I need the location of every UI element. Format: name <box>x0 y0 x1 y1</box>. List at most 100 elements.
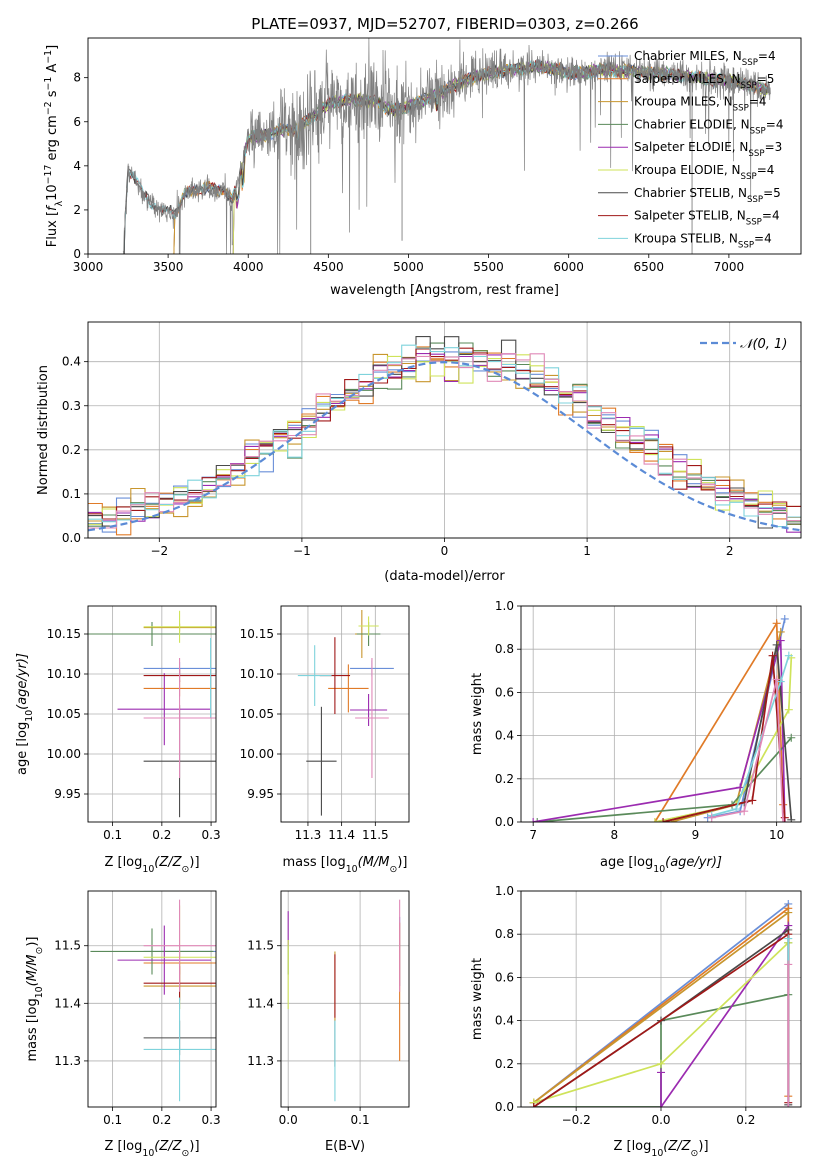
panel-x-label: mass [log10(M/M⊙)] <box>283 855 408 875</box>
y-tick-label: 0.4 <box>495 729 514 743</box>
y-tick-label: 1.0 <box>495 884 514 898</box>
residual-x-label: (data-model)/error <box>384 569 505 584</box>
y-tick-label: 6 <box>73 115 81 129</box>
panel-x-label: Z [log10(Z/Z⊙)] <box>104 1139 199 1159</box>
y-tick-label: 0.6 <box>495 970 514 984</box>
y-tick-label: 11.3 <box>247 1054 274 1068</box>
mass-weight-marker <box>529 818 538 822</box>
mass-weight-marker <box>768 651 777 660</box>
weight-vs-age-panel: 7 8 9 10 0.0 0.2 0.4 0.6 0.8 1.0 age [log10(age/yr… <box>470 599 802 875</box>
y-tick-label: 10.10 <box>47 667 81 681</box>
residual-histogram-step <box>88 354 801 525</box>
legend-entry-label: Salpeter MILES, NSSP=5 <box>634 72 774 91</box>
x-tick-label: 0.2 <box>152 1113 171 1127</box>
mass-weight-marker <box>740 807 749 816</box>
spectrum-x-label: wavelength [Angstrom, rest frame] <box>330 283 559 298</box>
x-tick-label: −1 <box>293 544 311 558</box>
legend-entry-label: Kroupa ELODIE, NSSP=4 <box>634 163 774 182</box>
mass-weight-marker <box>776 677 785 686</box>
legend-entry-label: Chabrier ELODIE, NSSP=4 <box>634 117 783 136</box>
mass-weight-line <box>533 911 789 1104</box>
plot-area <box>297 610 394 816</box>
panel-y-label: mass weight <box>470 958 485 1040</box>
mass-weight-marker <box>784 934 793 943</box>
mass-weight-marker <box>659 818 668 822</box>
y-tick-label: 0.6 <box>495 685 514 699</box>
y-tick-label: 11.4 <box>54 996 81 1010</box>
axes-frame <box>87 890 217 1108</box>
residual-histogram-step <box>88 344 801 528</box>
mass-weight-marker <box>779 818 788 822</box>
x-tick-label: 11.4 <box>328 828 355 842</box>
y-tick-label: 0.0 <box>495 815 514 829</box>
legend-entry-label: Salpeter ELODIE, NSSP=3 <box>634 140 782 159</box>
mass-weight-marker <box>650 818 659 822</box>
x-tick-label: 0.2 <box>152 828 171 842</box>
mass-vs-ebv-panel: 0.0 0.1 11.3 11.4 11.5 E(B-V) <box>247 890 410 1154</box>
y-tick-label: 0.3 <box>62 399 81 413</box>
legend-entry-label: Kroupa MILES, NSSP=4 <box>634 95 767 114</box>
age-vs-metallicity-panel: 0.1 0.2 0.3 9.95 10.00 10.05 10.10 10.15 Z [log1… <box>15 605 221 875</box>
x-tick-label: 0.0 <box>279 1113 298 1127</box>
x-tick-label: 3000 <box>73 260 104 274</box>
axes-frame <box>520 890 802 1108</box>
x-tick-label: 4500 <box>313 260 344 274</box>
legend-entry-label: Chabrier STELIB, NSSP=5 <box>634 186 781 205</box>
y-tick-label: 0.4 <box>62 355 81 369</box>
mass-weight-marker <box>707 813 716 822</box>
x-tick-label: 3500 <box>153 260 184 274</box>
x-tick-label: 11.3 <box>295 828 322 842</box>
mass-weight-marker <box>784 908 793 917</box>
mass-weight-marker <box>772 640 781 649</box>
y-tick-label: 10.05 <box>240 707 274 721</box>
panel-x-label: Z [log10(Z/Z⊙)] <box>613 1139 708 1159</box>
y-tick-label: 10.15 <box>240 627 274 641</box>
plot-area <box>529 899 793 1107</box>
mass-weight-marker <box>780 614 789 623</box>
y-tick-label: 10.00 <box>240 747 274 761</box>
panel-x-label: Z [log10(Z/Z⊙)] <box>104 855 199 875</box>
spectrum-y-label: Flux [fλ10−17 erg cm−2 s−1 A−1] <box>43 45 65 247</box>
y-tick-label: 0.4 <box>495 1014 514 1028</box>
spectrum-title: PLATE=0937, MJD=52707, FIBERID=0303, z=0… <box>251 15 638 33</box>
legend-entry-label: 𝒩(0, 1) <box>740 337 787 352</box>
x-tick-label: 0 <box>441 544 449 558</box>
plot-area <box>90 899 216 1102</box>
y-tick-label: 0.0 <box>62 531 81 545</box>
y-tick-label: 9.95 <box>54 787 81 801</box>
mass-weight-marker <box>784 705 793 714</box>
mass-weight-marker <box>748 796 757 805</box>
spectrum-panel: 3000 3500 4000 4500 5000 5500 6000 6500 7000 0 2 4 6… <box>43 37 802 298</box>
plot-area <box>122 38 771 254</box>
y-tick-label: 9.95 <box>247 787 274 801</box>
x-tick-label: 5500 <box>473 260 504 274</box>
y-tick-label: 2 <box>73 203 81 217</box>
y-tick-label: 1.0 <box>495 599 514 613</box>
panel-x-label: age [log10(age/yr)] <box>600 855 722 875</box>
y-tick-label: 10.00 <box>47 747 81 761</box>
mass-weight-marker <box>784 651 793 660</box>
mass-weight-line <box>711 679 784 822</box>
x-tick-label: 0.1 <box>103 828 122 842</box>
mass-weight-marker <box>657 1103 665 1107</box>
mass-weight-marker <box>776 636 785 645</box>
y-tick-label: 0.2 <box>495 772 514 786</box>
y-tick-label: 0.2 <box>62 443 81 457</box>
panel-y-label: mass weight <box>470 673 485 755</box>
plot-area <box>88 610 216 818</box>
x-tick-label: 7 <box>529 828 537 842</box>
residual-histogram-panel: −2 −1 0 1 2 0.0 0.1 0.2 0.3 0.4 𝒩(0, 1) (data-model… <box>36 321 802 584</box>
spectrum-observed-line <box>122 38 771 254</box>
plot-area <box>88 336 801 536</box>
y-tick-label: 10.15 <box>47 627 81 641</box>
mass-weight-marker <box>657 1068 665 1077</box>
x-tick-label: 9 <box>692 828 700 842</box>
y-tick-label: 8 <box>73 71 81 85</box>
x-tick-label: 0.0 <box>651 1113 670 1127</box>
y-tick-label: 11.4 <box>247 996 274 1010</box>
x-tick-label: 10 <box>769 828 784 842</box>
mass-weight-marker <box>776 627 785 636</box>
age-vs-mass-panel: 11.3 11.4 11.5 9.95 10.00 10.05 10.10 10.15 mass… <box>240 605 410 875</box>
x-tick-label: 7000 <box>714 260 745 274</box>
